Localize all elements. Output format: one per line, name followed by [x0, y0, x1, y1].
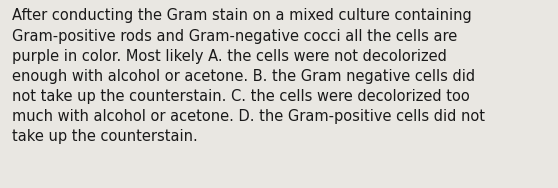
Text: After conducting the Gram stain on a mixed culture containing
Gram-positive rods: After conducting the Gram stain on a mix…: [12, 8, 485, 144]
